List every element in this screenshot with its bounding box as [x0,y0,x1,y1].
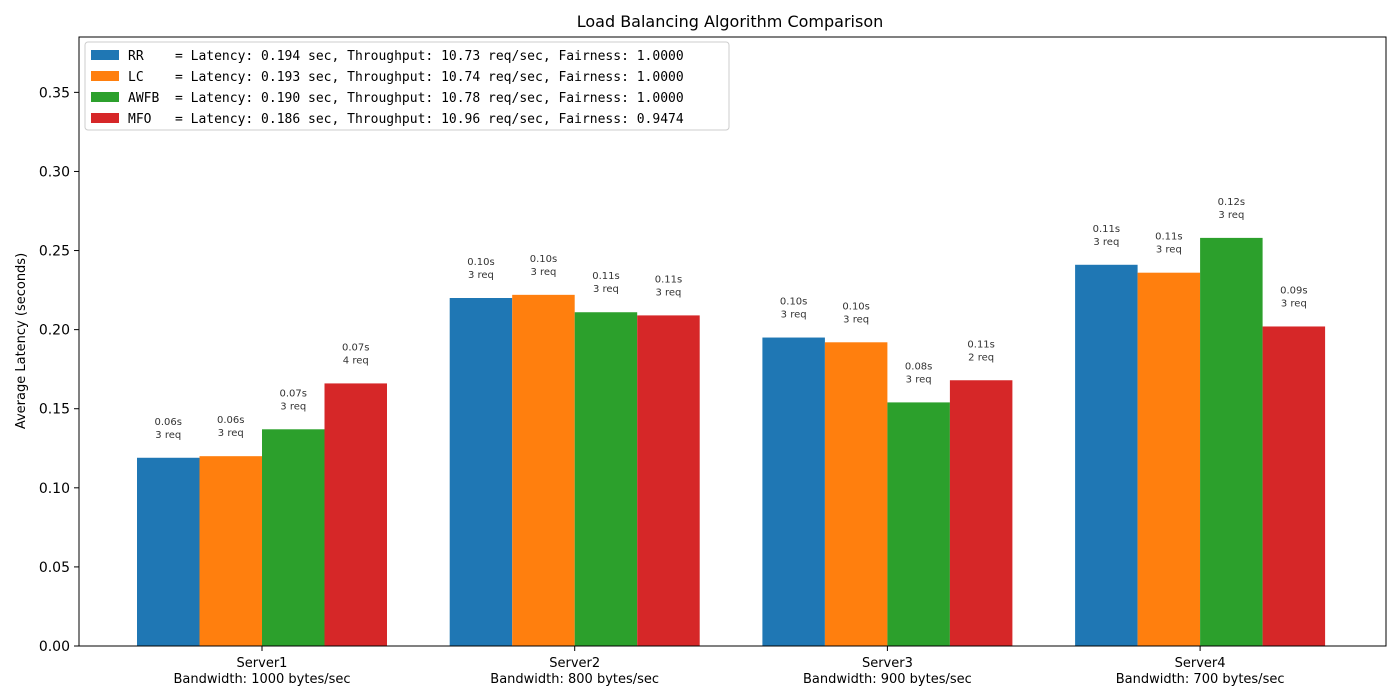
x-tick-label-bandwidth: Bandwidth: 700 bytes/sec [1116,672,1285,687]
bar-mfo [949,380,1013,646]
plot-area: 0.00 0.05 0.10 0.15 0.20 0.25 0.30 0.35 0.06s 3 r… [39,85,1326,687]
bar-label-requests: 2 req [968,352,994,363]
bar-label-latency: 0.07s [342,342,369,353]
bar-label-latency: 0.11s [655,274,682,285]
legend-label-awfb: AWFB = Latency: 0.190 sec, Throughput: 1… [128,91,684,106]
bar-label-requests: 3 req [1156,245,1182,256]
x-tick-label-server: Server4 [1175,656,1226,671]
bar-label-requests: 3 req [530,267,556,278]
bar-label-latency: 0.11s [1093,224,1120,235]
bar-label-requests: 4 req [343,355,369,366]
bar-label-requests: 3 req [218,428,244,439]
y-tick-label: 0.00 [39,639,70,655]
bar-label-latency: 0.10s [780,297,807,308]
bar-mfo [324,383,387,646]
legend: RR = Latency: 0.194 sec, Throughput: 10.… [84,41,730,131]
bar-mfo [637,315,700,646]
bar-label-requests: 3 req [906,374,932,385]
bar-rr [1075,264,1138,646]
y-tick-label: 0.25 [39,244,70,260]
plot-frame [78,36,1387,647]
bar-label-latency: 0.08s [905,361,932,372]
bar-label-latency: 0.12s [1218,197,1245,208]
legend-swatch-awfb [91,92,119,102]
bar-lc [512,294,575,646]
bar-awfb [262,429,325,646]
bar-label-latency: 0.10s [842,301,869,312]
bar-label-requests: 3 req [593,284,619,295]
bar-awfb [1200,237,1263,646]
bar-label-latency: 0.09s [1280,285,1307,296]
bar-label-requests: 3 req [155,430,181,441]
bar-label-requests: 3 req [1281,298,1307,309]
y-tick-label: 0.10 [39,481,70,497]
bar-label-requests: 3 req [468,270,494,281]
bar-label-latency: 0.07s [280,388,307,399]
legend-label-mfo: MFO = Latency: 0.186 sec, Throughput: 10… [128,112,684,127]
bar-rr [449,298,513,646]
legend-swatch-lc [91,71,119,81]
bar-label-requests: 3 req [280,401,306,412]
x-tick-label-bandwidth: Bandwidth: 800 bytes/sec [490,672,659,687]
bar-label-latency: 0.11s [967,339,994,350]
x-tick-label-server: Server3 [862,656,913,671]
bar-rr [762,337,825,646]
x-tick-label-server: Server2 [549,656,600,671]
bar-awfb [574,312,638,646]
bar-lc [199,456,262,646]
bar-label-requests: 3 req [1218,210,1244,221]
bar-awfb [887,402,950,646]
bar-rr [137,457,200,646]
y-tick-label: 0.30 [39,164,70,180]
y-tick-label: 0.15 [39,402,70,418]
bar-lc [1137,272,1201,646]
bar-label-latency: 0.11s [592,271,619,282]
y-axis-label: Average Latency (seconds) [14,253,29,429]
x-tick-label-server: Server1 [237,656,288,671]
legend-swatch-rr [91,50,119,60]
bar-label-latency: 0.06s [217,415,244,426]
y-tick-label: 0.20 [39,323,70,339]
y-tick-label: 0.35 [39,85,70,101]
bar-label-requests: 3 req [655,287,681,298]
bar-lc [824,342,888,646]
y-tick-label: 0.05 [39,560,70,576]
bar-label-requests: 3 req [1093,237,1119,248]
bar-label-latency: 0.10s [530,254,557,265]
legend-label-rr: RR = Latency: 0.194 sec, Throughput: 10.… [128,49,684,64]
bar-mfo [1262,326,1326,646]
bar-label-latency: 0.11s [1155,232,1182,243]
x-tick-label-bandwidth: Bandwidth: 900 bytes/sec [803,672,972,687]
bar-label-requests: 3 req [843,314,869,325]
legend-swatch-mfo [91,113,119,123]
legend-label-lc: LC = Latency: 0.193 sec, Throughput: 10.… [128,70,684,85]
bar-label-latency: 0.06s [155,417,182,428]
legend-box [84,41,730,131]
x-tick-label-bandwidth: Bandwidth: 1000 bytes/sec [173,672,350,687]
bar-label-latency: 0.10s [467,257,494,268]
bar-label-requests: 3 req [781,310,807,321]
chart-title: Load Balancing Algorithm Comparison [577,12,884,31]
